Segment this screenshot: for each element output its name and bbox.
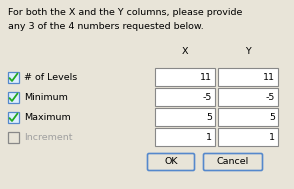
Bar bbox=[8, 91, 19, 102]
Text: # of Levels: # of Levels bbox=[24, 73, 77, 81]
Text: 11: 11 bbox=[200, 73, 212, 81]
Bar bbox=[218, 108, 278, 126]
Bar bbox=[218, 128, 278, 146]
Text: 11: 11 bbox=[263, 73, 275, 81]
Text: 5: 5 bbox=[269, 112, 275, 122]
Bar bbox=[8, 132, 19, 143]
Text: Minimum: Minimum bbox=[24, 92, 68, 101]
Bar bbox=[155, 88, 215, 106]
Text: OK: OK bbox=[164, 157, 178, 167]
Text: Increment: Increment bbox=[24, 132, 73, 142]
Bar bbox=[155, 128, 215, 146]
Bar bbox=[218, 68, 278, 86]
Text: Y: Y bbox=[245, 47, 251, 56]
Text: 1: 1 bbox=[269, 132, 275, 142]
Text: Cancel: Cancel bbox=[217, 157, 249, 167]
Text: any 3 of the 4 numbers requested below.: any 3 of the 4 numbers requested below. bbox=[8, 22, 204, 31]
Text: X: X bbox=[182, 47, 188, 56]
Text: -5: -5 bbox=[203, 92, 212, 101]
Text: 5: 5 bbox=[206, 112, 212, 122]
Text: -5: -5 bbox=[265, 92, 275, 101]
Bar bbox=[218, 88, 278, 106]
Bar bbox=[8, 112, 19, 122]
FancyBboxPatch shape bbox=[148, 153, 195, 170]
Bar bbox=[155, 68, 215, 86]
FancyBboxPatch shape bbox=[203, 153, 263, 170]
Text: For both the X and the Y columns, please provide: For both the X and the Y columns, please… bbox=[8, 8, 242, 17]
Text: 1: 1 bbox=[206, 132, 212, 142]
Bar bbox=[8, 71, 19, 83]
Text: Maximum: Maximum bbox=[24, 112, 71, 122]
Bar bbox=[155, 108, 215, 126]
